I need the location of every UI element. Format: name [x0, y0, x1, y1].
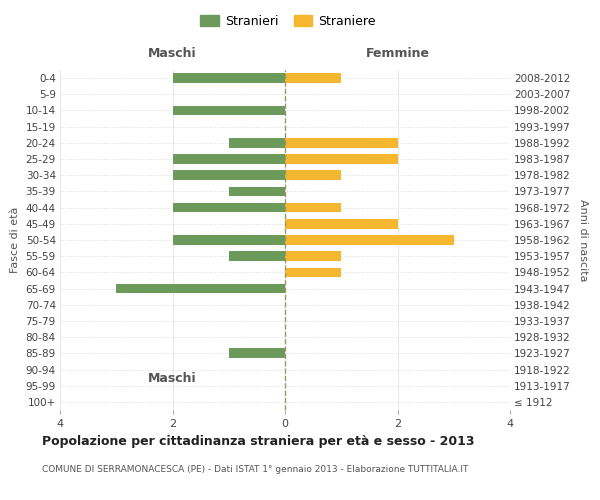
- Bar: [285, 73, 341, 83]
- Text: Maschi: Maschi: [148, 372, 197, 385]
- Y-axis label: Anni di nascita: Anni di nascita: [578, 198, 587, 281]
- Bar: [173, 73, 285, 83]
- Bar: [173, 106, 285, 116]
- Bar: [285, 138, 398, 147]
- Bar: [229, 186, 285, 196]
- Legend: Stranieri, Straniere: Stranieri, Straniere: [196, 11, 380, 32]
- Bar: [285, 154, 398, 164]
- Y-axis label: Fasce di età: Fasce di età: [10, 207, 20, 273]
- Bar: [285, 203, 341, 212]
- Text: Femmine: Femmine: [365, 47, 430, 60]
- Bar: [285, 219, 398, 228]
- Bar: [285, 235, 454, 245]
- Text: COMUNE DI SERRAMONACESCA (PE) - Dati ISTAT 1° gennaio 2013 - Elaborazione TUTTIT: COMUNE DI SERRAMONACESCA (PE) - Dati IST…: [42, 465, 469, 474]
- Bar: [173, 154, 285, 164]
- Text: Popolazione per cittadinanza straniera per età e sesso - 2013: Popolazione per cittadinanza straniera p…: [42, 435, 475, 448]
- Bar: [173, 170, 285, 180]
- Bar: [229, 252, 285, 261]
- Text: Maschi: Maschi: [148, 47, 197, 60]
- Bar: [229, 348, 285, 358]
- Bar: [229, 138, 285, 147]
- Bar: [285, 268, 341, 277]
- Bar: [116, 284, 285, 294]
- Bar: [285, 252, 341, 261]
- Bar: [285, 170, 341, 180]
- Bar: [173, 203, 285, 212]
- Bar: [173, 235, 285, 245]
